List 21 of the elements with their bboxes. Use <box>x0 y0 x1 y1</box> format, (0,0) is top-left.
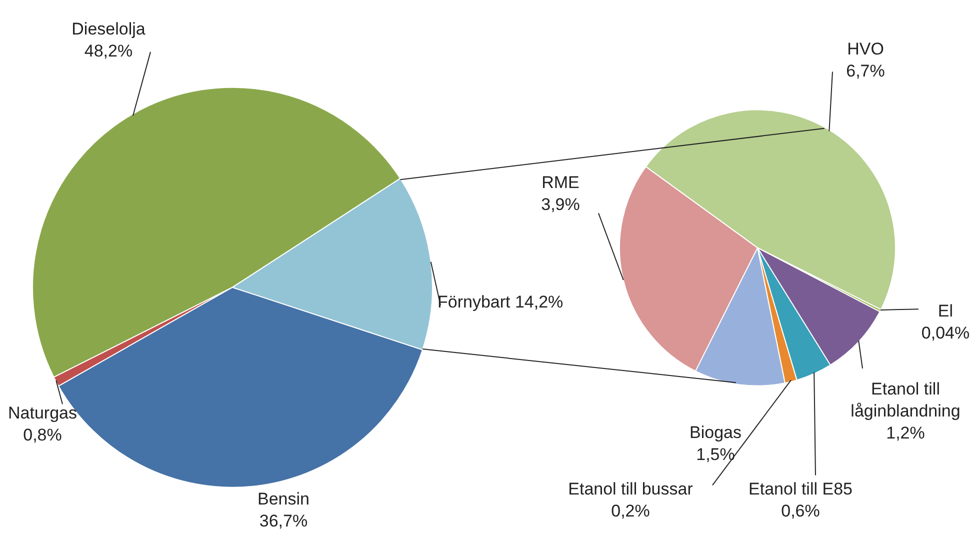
data-label: 3,9% <box>541 194 580 214</box>
data-label: 48,2% <box>84 41 133 60</box>
slice-label: Biogas <box>690 423 742 442</box>
slice-label: Etanol till låginblandning <box>850 380 960 420</box>
data-label: 1,5% <box>696 445 735 464</box>
slice-label: HVO <box>847 39 884 58</box>
data-label: 6,7% <box>846 61 885 80</box>
slice-label: Etanol till bussar <box>568 480 694 499</box>
slice-label: Dieselolja <box>72 20 146 39</box>
data-label: 36,7% <box>259 511 308 530</box>
slice-label: Naturgas <box>8 403 77 422</box>
data-label: 0,04% <box>921 323 970 342</box>
data-label: 0,6% <box>781 501 820 520</box>
data-label: 1,2% <box>886 423 925 442</box>
slice-label: RME <box>542 172 580 192</box>
slice-label: El <box>938 302 954 321</box>
slice-label: Bensin <box>258 489 310 508</box>
data-label: 0,8% <box>23 425 62 444</box>
slice-label: Förnybart 14,2% <box>438 292 564 312</box>
slice-label: Etanol till E85 <box>748 480 852 499</box>
data-label: 0,2% <box>611 501 650 520</box>
